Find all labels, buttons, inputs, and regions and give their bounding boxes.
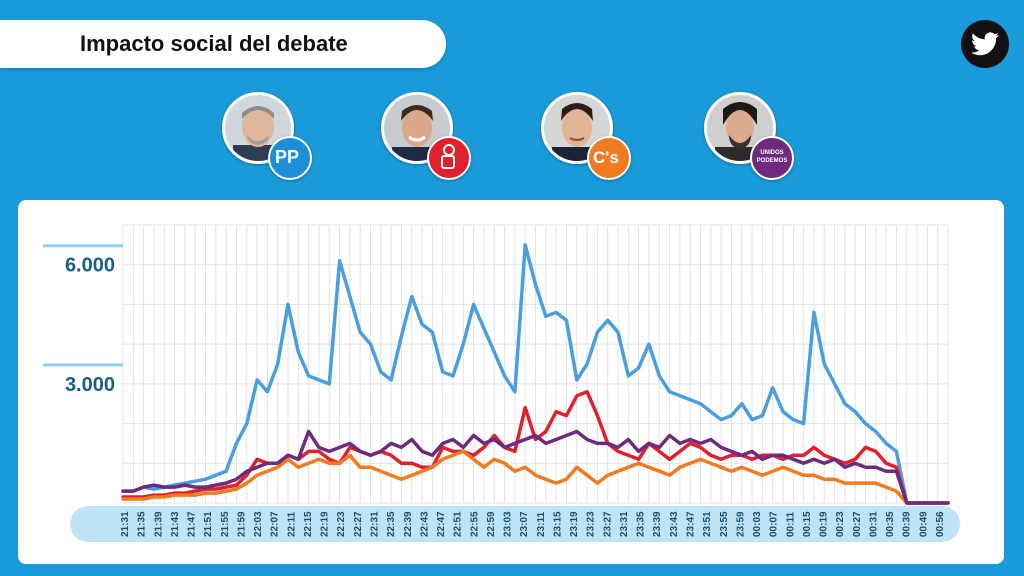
x-tick-label: 21:35 [137,511,148,537]
line-chart: 3.000 6.000 21:31 21:35 21:39 21:43 21:47 21:51… [43,224,960,542]
x-tick-label: 23:27 [602,511,613,537]
x-tick-label: 00:15 [802,511,813,537]
candidate-psoe-photo [381,92,453,164]
x-tick-label: 00:23 [835,511,846,537]
x-tick-label: 22:03 [253,511,264,537]
title-banner: Impacto social del debate [0,20,446,68]
x-axis-band [70,506,960,542]
series-line-3 [121,429,950,505]
candidate-podemos[interactable]: UNIDOS PODEMOS [704,92,800,188]
x-tick-label: 00:19 [819,511,830,537]
series-line-2 [121,449,950,505]
x-tick-label: 22:59 [486,511,497,537]
x-tick-label: 21:51 [203,511,214,537]
candidate-cs[interactable]: C's [541,92,637,188]
x-tick-label: 00:35 [885,511,896,537]
chart-panel: 3.000 6.000 21:31 21:35 21:39 21:43 21:47 21:51… [18,200,1004,564]
x-tick-label: 23:15 [552,511,563,537]
x-tick-label: 21:55 [220,511,231,537]
x-tick-label: 00:49 [918,511,929,537]
candidate-pp-photo [222,92,294,164]
x-tick-label: 23:31 [619,511,630,537]
x-tick-label: 22:15 [303,511,314,537]
pp-logo-badge: PP [268,136,312,180]
twitter-logo[interactable] [961,20,1009,68]
x-tick-label: 22:51 [453,511,464,537]
x-tick-label: 00:03 [752,511,763,537]
x-tick-label: 23:07 [519,511,530,537]
x-tick-label: 23:03 [503,511,514,537]
x-tick-label: 23:43 [669,511,680,537]
rose-fist-icon [441,144,455,169]
y-tick-label: 6.000 [65,255,115,277]
x-tick-label: 23:51 [702,511,713,537]
x-tick-label: 22:31 [369,511,380,537]
x-tick-label: 00:27 [852,511,863,537]
y-tick-label: 3.000 [65,374,115,396]
x-tick-label: 23:47 [686,511,697,537]
x-tick-label: 23:23 [586,511,597,537]
x-tick-label: 23:59 [735,511,746,537]
x-tick-label: 22:27 [353,511,364,537]
x-tick-label: 23:55 [719,511,730,537]
x-tick-label: 00:07 [769,511,780,537]
x-tick-label: 22:39 [403,511,414,537]
x-tick-label: 22:19 [320,511,331,537]
cs-logo-badge: C's [587,136,631,180]
page-title: Impacto social del debate [80,31,348,56]
series-line-0 [121,243,950,505]
x-tick-label: 23:39 [652,511,663,537]
x-tick-label: 22:47 [436,511,447,537]
x-tick-label: 21:39 [153,511,164,537]
x-tick-label: 23:11 [536,512,547,537]
candidate-cs-photo [541,92,613,164]
x-tick-label: 23:35 [636,511,647,537]
psoe-logo-badge [427,136,471,180]
x-tick-label: 00:11 [785,512,796,537]
x-tick-label: 21:59 [236,511,247,537]
x-tick-label: 22:07 [270,511,281,537]
candidate-psoe[interactable] [381,92,477,188]
x-tick-label: 21:31 [120,511,131,537]
twitter-bird-icon [971,32,999,56]
x-tick-label: 00:31 [868,511,879,537]
podemos-logo-badge: UNIDOS PODEMOS [750,136,794,180]
x-tick-label: 21:47 [187,511,198,537]
x-tick-label: 22:23 [336,511,347,537]
x-tick-label: 00:39 [902,511,913,537]
x-tick-label: 23:19 [569,511,580,537]
x-tick-label: 00:56 [935,511,946,537]
x-tick-label: 22:55 [469,511,480,537]
candidate-pp[interactable]: PP [222,92,318,188]
x-tick-label: 22:35 [386,511,397,537]
series-line-1 [121,390,950,505]
x-tick-label: 22:11 [286,512,297,537]
x-tick-label: 21:43 [170,511,181,537]
x-tick-label: 22:43 [419,511,430,537]
